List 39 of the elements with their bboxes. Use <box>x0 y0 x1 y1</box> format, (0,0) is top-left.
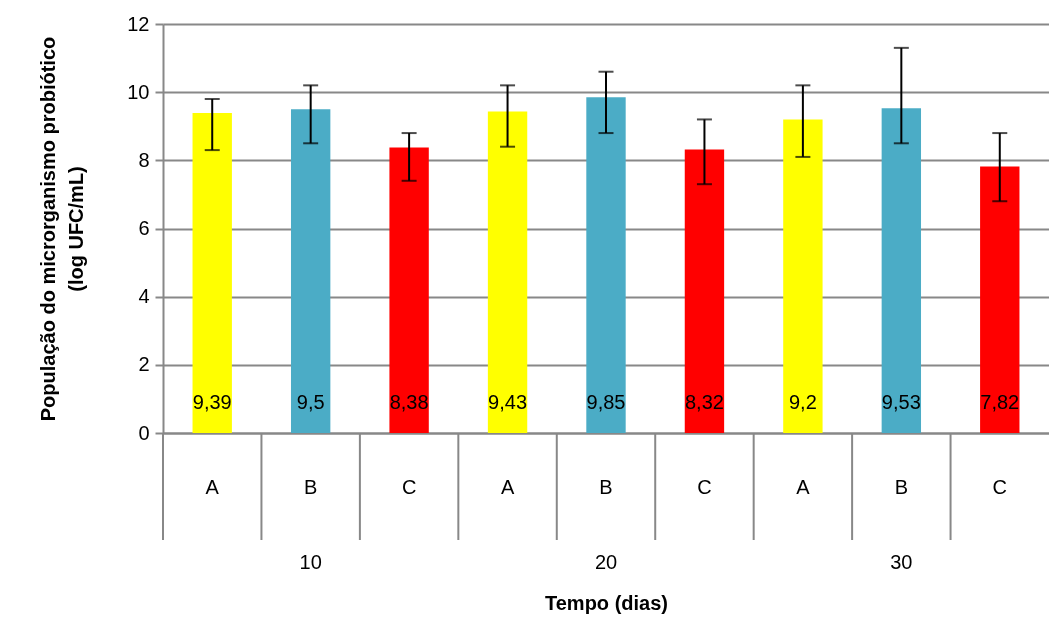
y-tick-label: 4 <box>138 285 150 308</box>
bar <box>192 112 232 433</box>
x-tick-label: B <box>303 475 318 498</box>
bar <box>586 97 626 433</box>
data-label: 9,5 <box>296 391 325 413</box>
x-tick-label: A <box>205 475 220 498</box>
x-tick-label: B <box>599 475 613 498</box>
data-label: 9,43 <box>488 391 528 413</box>
y-tick-label: 12 <box>127 12 150 35</box>
y-tick-label: 2 <box>138 353 150 376</box>
x-tick-label: C <box>697 475 712 498</box>
data-label: 9,53 <box>881 391 921 413</box>
bar <box>389 147 429 433</box>
x-tick-label: A <box>500 475 515 498</box>
y-tick-label: 10 <box>127 80 150 103</box>
bar <box>684 149 725 433</box>
data-label: 8,38 <box>389 391 429 413</box>
bar <box>881 108 922 433</box>
bar <box>980 166 1020 433</box>
y-tick-label: 8 <box>138 148 150 171</box>
data-label: 7,82 <box>980 391 1020 413</box>
x-tick-label: C <box>401 475 417 498</box>
bar <box>783 119 823 433</box>
bar <box>487 111 528 433</box>
x-tick-label: B <box>894 475 909 498</box>
data-label: 9,2 <box>788 391 817 413</box>
data-label: 9,39 <box>192 391 232 413</box>
y-tick-label: 6 <box>138 217 150 239</box>
data-label: 8,32 <box>684 391 724 413</box>
text: 30 <box>890 551 913 573</box>
y-axis-title: População do microrganismo probiótico (log UFC/mL) <box>37 36 88 422</box>
data-label: 9,85 <box>586 391 626 413</box>
text: 10 <box>299 551 322 573</box>
bar <box>290 109 331 433</box>
x-tick-label: C <box>992 475 1007 498</box>
x-tick-label: A <box>796 475 811 498</box>
x-axis-title: Tempo (dias) <box>545 591 668 614</box>
y-tick-label: 0 <box>138 421 150 444</box>
text: 20 <box>594 551 618 573</box>
